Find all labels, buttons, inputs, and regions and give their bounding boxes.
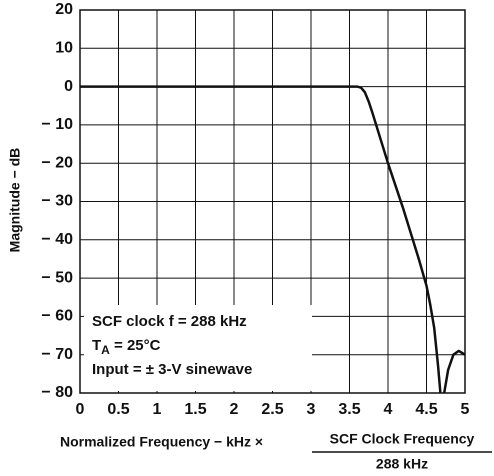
x-tick-label: 2 bbox=[230, 401, 239, 418]
x-tick-label: 4 bbox=[384, 401, 393, 418]
y-tick-label: − 70 bbox=[41, 346, 73, 363]
y-tick-label: − 10 bbox=[41, 116, 73, 133]
annotation: TA = 25°C bbox=[92, 337, 161, 357]
line-series bbox=[80, 85, 466, 394]
x-axis-label-denominator: 288 kHz bbox=[376, 456, 428, 472]
annotation: SCF clock f = 288 kHz bbox=[92, 313, 247, 330]
x-axis-label: Normalized Frequency − kHz × bbox=[60, 434, 263, 450]
annotation-rest: = 25°C bbox=[110, 337, 161, 354]
y-tick-label: 20 bbox=[55, 1, 73, 18]
y-tick-label: 10 bbox=[55, 40, 73, 57]
x-tick-label: 1 bbox=[153, 401, 162, 418]
y-tick-label: − 60 bbox=[41, 308, 73, 325]
y-tick-label: − 80 bbox=[41, 384, 73, 401]
x-axis-label-numerator: SCF Clock Frequency bbox=[330, 431, 475, 447]
x-tick-label: 2.5 bbox=[261, 401, 283, 418]
x-tick-label: 3 bbox=[307, 401, 316, 418]
y-tick-label: − 20 bbox=[41, 154, 73, 171]
y-tick-label: − 30 bbox=[41, 193, 73, 210]
y-tick-label: 0 bbox=[64, 78, 73, 95]
y-tick-label: − 50 bbox=[41, 269, 73, 286]
annotation-text: T bbox=[92, 337, 101, 354]
annotation-text: Input = ± 3-V sinewave bbox=[92, 361, 252, 378]
y-tick-label: − 40 bbox=[41, 231, 73, 248]
x-tick-label: 5 bbox=[461, 401, 470, 418]
x-tick-label: 3.5 bbox=[338, 401, 360, 418]
x-tick-label: 4.5 bbox=[415, 401, 437, 418]
annotation: Input = ± 3-V sinewave bbox=[92, 361, 252, 378]
annotation-text: SCF clock f = 288 kHz bbox=[92, 313, 247, 330]
annotation-subscript: A bbox=[101, 343, 110, 357]
x-tick-label: 0 bbox=[76, 401, 85, 418]
annotation-box bbox=[84, 305, 312, 391]
x-tick-label: 1.5 bbox=[184, 401, 206, 418]
plot-frame bbox=[79, 9, 466, 394]
y-axis-label: Magnitude − dB bbox=[7, 148, 23, 253]
x-tick-label: 0.5 bbox=[107, 401, 129, 418]
